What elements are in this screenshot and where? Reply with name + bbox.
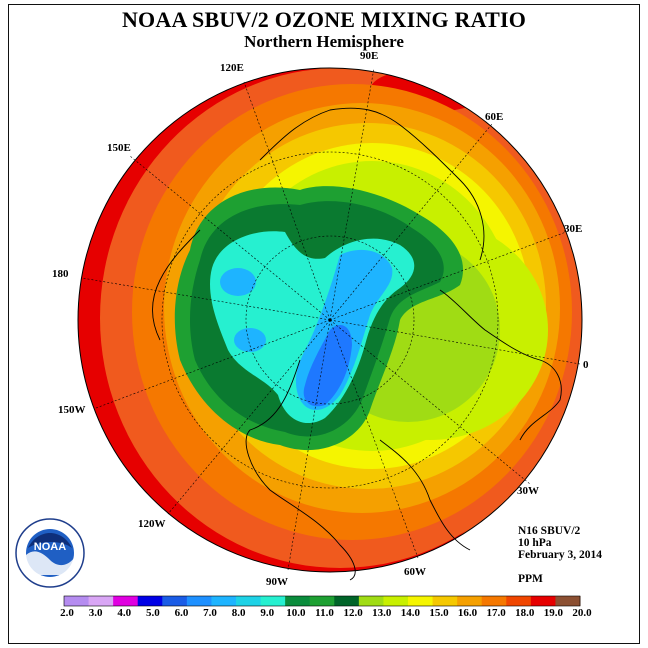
lon-label-60e: 60E	[485, 111, 504, 123]
legend-tick-label: 18.0	[515, 607, 535, 619]
color-bar-swatch	[408, 596, 434, 606]
legend-tick-label: 13.0	[372, 607, 392, 619]
graticule	[81, 67, 581, 571]
color-bar-swatch	[88, 596, 114, 606]
legend-tick-label: 10.0	[286, 607, 306, 619]
legend-tick-label: 17.0	[486, 607, 506, 619]
ozone-field	[78, 68, 582, 572]
lon-label-150e: 150E	[107, 142, 131, 154]
legend-tick-label: 9.0	[260, 607, 275, 619]
color-bar-swatch	[334, 596, 360, 606]
color-bar-swatch	[530, 596, 556, 606]
noaa-logo: NOAA	[15, 518, 85, 588]
continent-outlines	[152, 107, 562, 581]
legend-tick-label: 11.0	[315, 607, 334, 619]
color-bar-swatch	[137, 596, 163, 606]
lon-label-60w: 60W	[404, 566, 426, 578]
legend-tick-label: 12.0	[343, 607, 363, 619]
legend-tick-label: 2.0	[60, 607, 74, 619]
lon-label-180: 180	[52, 268, 69, 280]
color-bar-swatch	[506, 596, 532, 606]
color-bar-swatch	[260, 596, 286, 606]
lon-label-90e: 90E	[360, 50, 379, 62]
color-bar-swatch	[383, 596, 409, 606]
legend-tick-label: 7.0	[203, 607, 217, 619]
color-bar-swatch	[211, 596, 237, 606]
color-bar-swatch	[309, 596, 335, 606]
legend-tick-label: 14.0	[400, 607, 420, 619]
lon-label-30w: 30W	[517, 485, 539, 497]
legend-tick-label: 19.0	[543, 607, 563, 619]
color-bar-swatch	[186, 596, 212, 606]
color-bar-swatch	[285, 596, 311, 606]
color-bar-swatch	[113, 596, 139, 606]
lon-label-120e: 120E	[220, 62, 244, 74]
legend-tick-label: 3.0	[88, 607, 103, 619]
lon-label-0: 0	[583, 359, 589, 371]
lon-label-120w: 120W	[138, 518, 166, 530]
legend-tick-label: 16.0	[457, 607, 478, 619]
map-subtitle: Northern Hemisphere	[244, 32, 404, 51]
color-bar-swatch	[236, 596, 262, 606]
color-bar-swatch	[64, 596, 90, 606]
legend-tick-label: 4.0	[117, 607, 132, 619]
pressure-label: 10 hPa	[518, 537, 552, 549]
color-bar-swatch	[555, 596, 581, 606]
units-label: PPM	[518, 573, 543, 585]
legend-tick-label: 15.0	[429, 607, 449, 619]
color-bar	[63, 595, 581, 607]
instrument-label: N16 SBUV/2	[518, 525, 581, 537]
map-title: NOAA SBUV/2 OZONE MIXING RATIO	[121, 7, 527, 32]
lon-label-90w: 90W	[266, 576, 288, 588]
lon-label-150w: 150W	[58, 404, 86, 416]
color-bar-swatch	[457, 596, 483, 606]
color-bar-swatch	[162, 596, 188, 606]
legend-tick-label: 20.0	[572, 607, 592, 619]
lon-label-30e: 30E	[564, 223, 583, 235]
svg-text:NOAA: NOAA	[34, 541, 66, 553]
legend-tick-label: 5.0	[145, 607, 160, 619]
map-boundary	[77, 67, 583, 573]
date-label: February 3, 2014	[518, 549, 603, 561]
color-bar-border	[63, 595, 581, 607]
color-bar-swatch	[432, 596, 458, 606]
color-bar-swatch	[358, 596, 384, 606]
color-bar-swatch	[481, 596, 507, 606]
legend-tick-label: 8.0	[231, 607, 246, 619]
legend-tick-label: 6.0	[174, 607, 189, 619]
